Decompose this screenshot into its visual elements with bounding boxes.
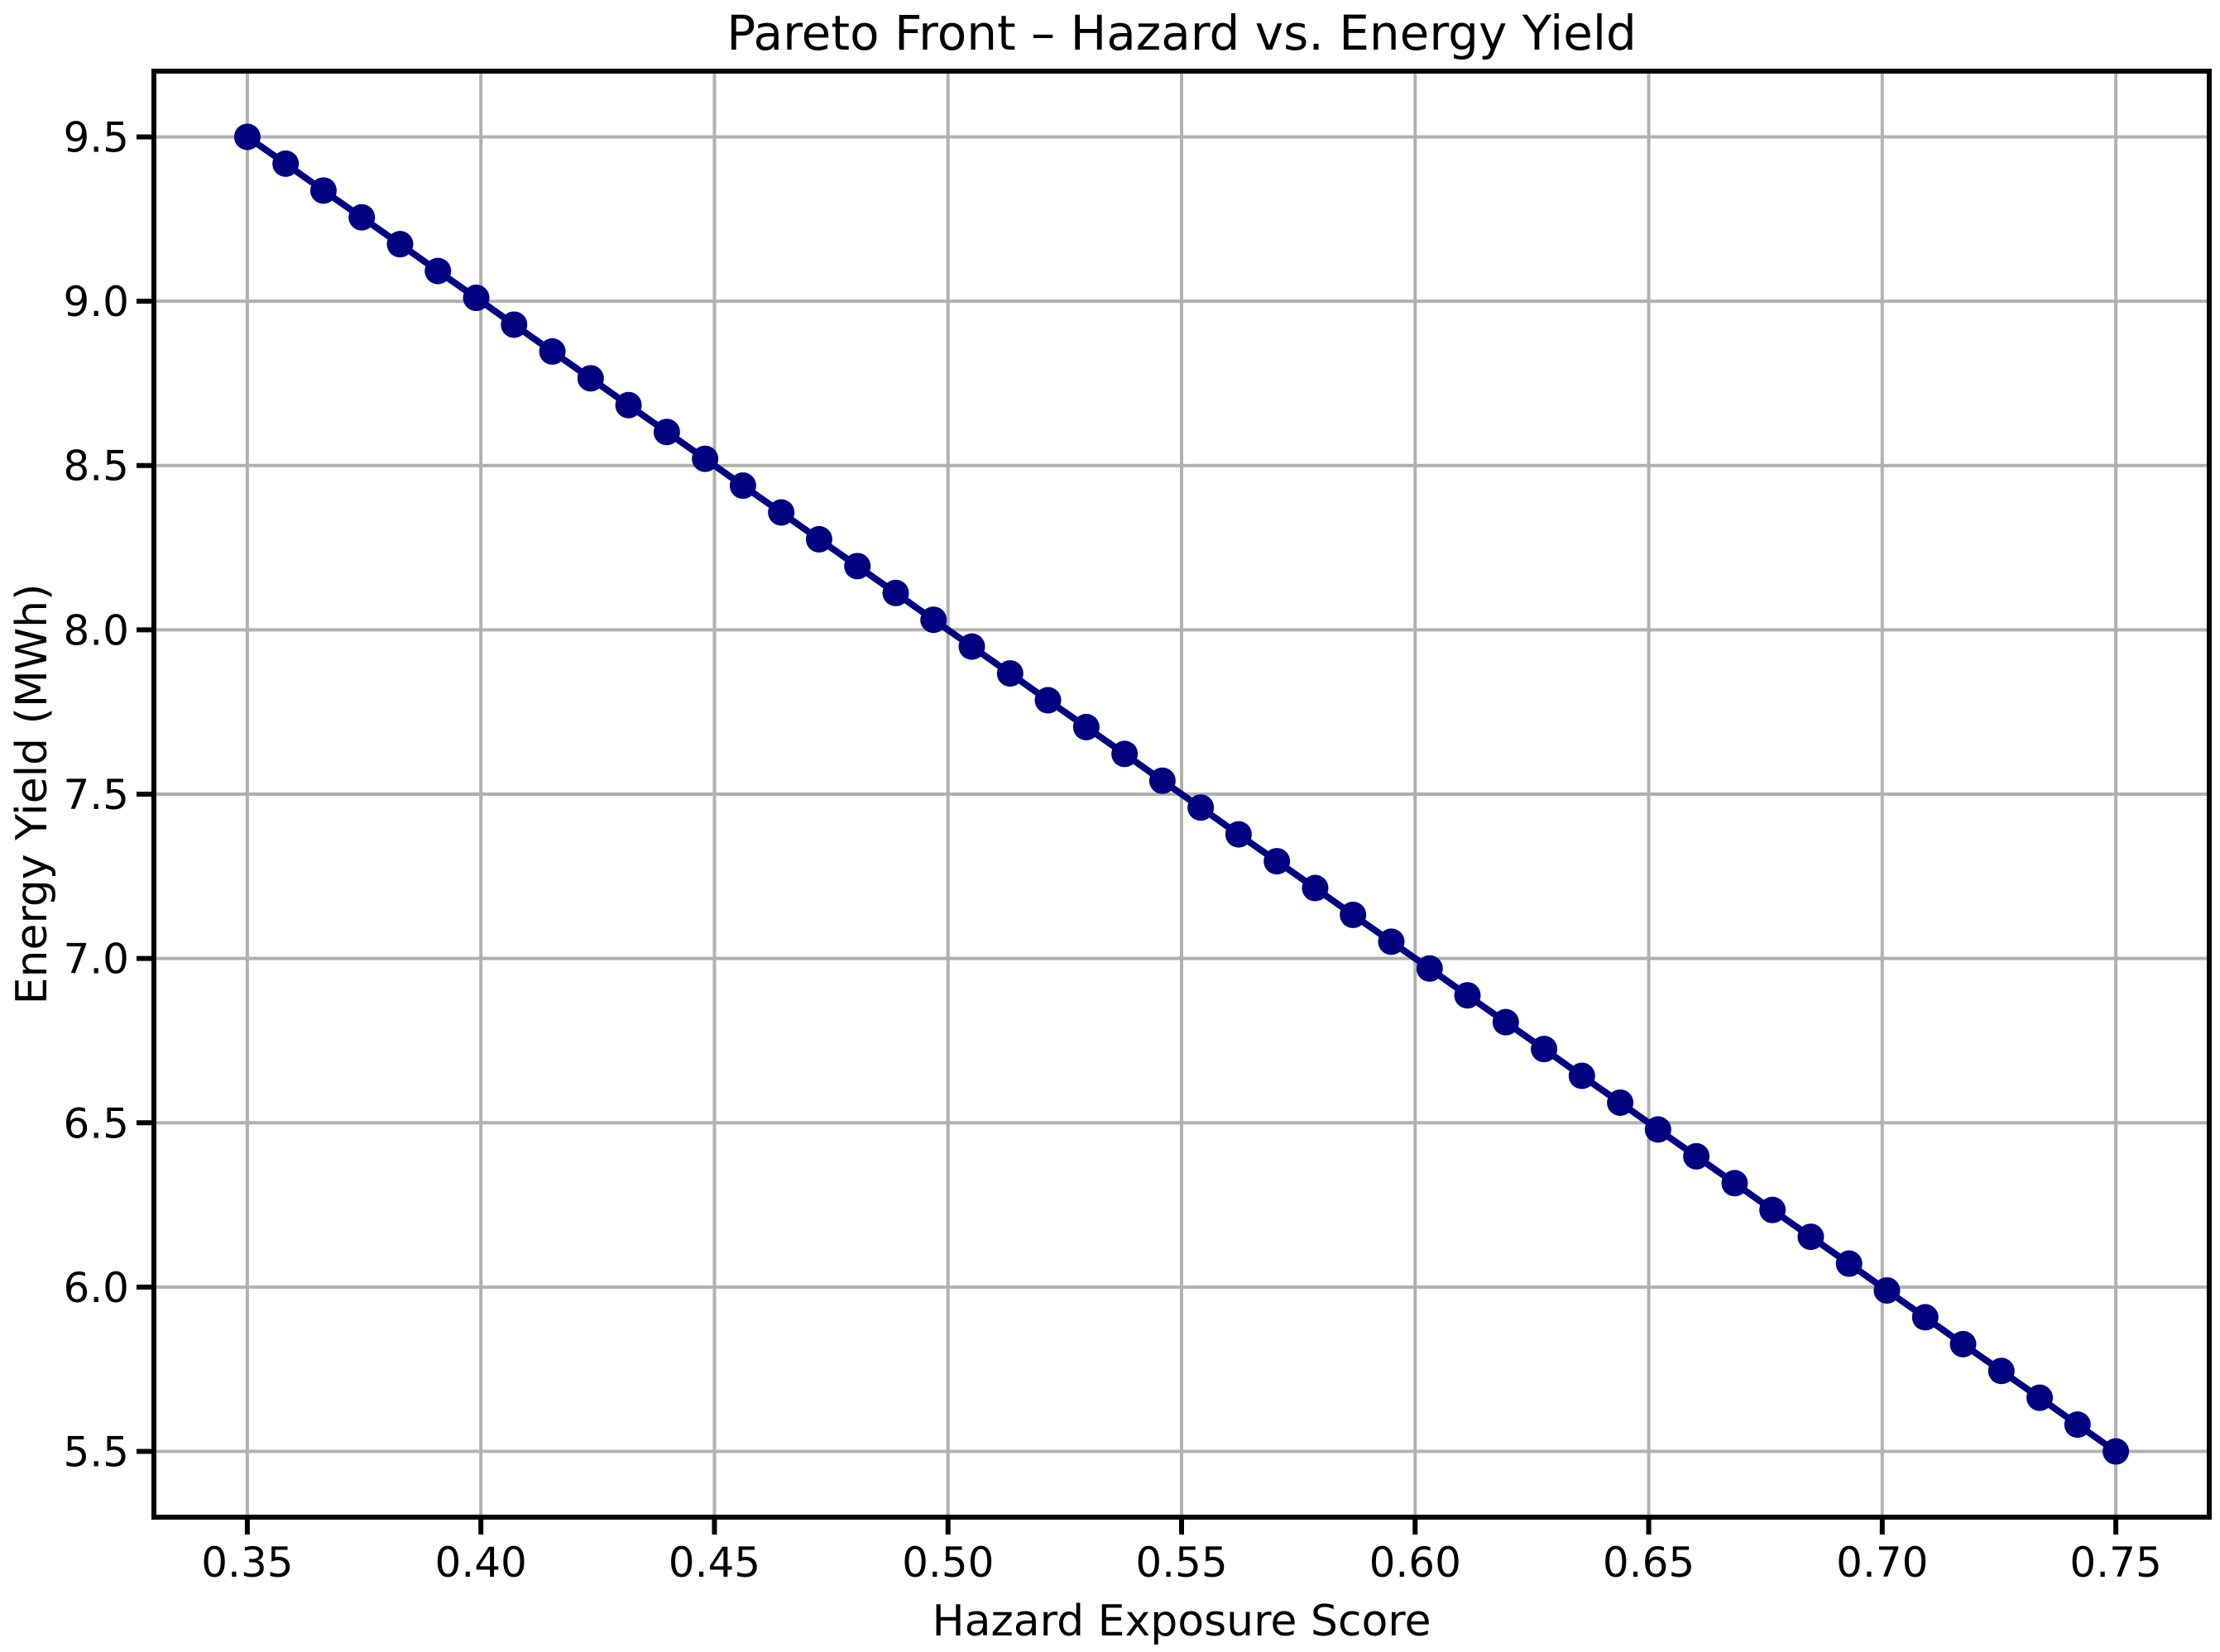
y-tick-label: 8.5: [63, 443, 129, 491]
data-point: [272, 150, 300, 177]
data-point: [653, 419, 680, 446]
y-tick-label: 6.0: [63, 1264, 129, 1312]
data-point: [1378, 928, 1405, 955]
data-point: [1340, 901, 1367, 928]
y-tick-label: 7.0: [63, 936, 129, 984]
data-point: [2026, 1384, 2054, 1411]
data-point: [577, 365, 604, 392]
data-point: [882, 579, 909, 606]
x-tick-label: 0.35: [201, 1539, 293, 1587]
data-point: [1072, 713, 1100, 740]
data-point: [1148, 767, 1176, 794]
data-point: [1911, 1304, 1939, 1331]
data-point: [1683, 1142, 1710, 1170]
y-tick-label: 6.5: [63, 1099, 129, 1147]
plot-border: [151, 69, 2212, 1520]
data-point: [615, 391, 642, 419]
x-tick-label: 0.55: [1135, 1539, 1227, 1587]
y-tick-label: 9.5: [63, 113, 129, 161]
data-point: [2064, 1411, 2091, 1439]
data-point: [309, 177, 337, 204]
data-point: [348, 204, 376, 231]
x-tick-label: 0.70: [1836, 1539, 1928, 1587]
data-point: [1302, 874, 1329, 902]
data-point: [463, 285, 490, 312]
data-point: [1531, 1036, 1558, 1063]
chart-title: Pareto Front – Hazard vs. Energy Yield: [726, 5, 1637, 61]
data-point: [1111, 740, 1139, 768]
data-point: [1873, 1276, 1901, 1304]
data-point: [1759, 1196, 1786, 1223]
data-point: [1987, 1358, 2015, 1385]
y-tick-label: 8.0: [63, 606, 129, 654]
data-point: [1187, 794, 1215, 821]
data-point: [1263, 848, 1291, 875]
x-tick-label: 0.45: [669, 1539, 760, 1587]
data-point: [424, 257, 452, 285]
data-point: [1492, 1008, 1519, 1036]
data-point: [386, 231, 414, 258]
data-point: [501, 311, 528, 338]
x-tick-label: 0.40: [435, 1539, 527, 1587]
data-point: [805, 525, 832, 553]
x-tick-label: 0.50: [902, 1539, 994, 1587]
y-tick-label: 5.5: [63, 1429, 129, 1477]
x-tick-label: 0.75: [2069, 1539, 2161, 1587]
data-point: [233, 123, 261, 151]
data-point: [958, 633, 985, 660]
data-point: [2103, 1438, 2130, 1465]
data-point: [920, 606, 947, 634]
data-point: [996, 660, 1024, 687]
data-point: [1607, 1089, 1634, 1116]
data-point: [729, 472, 756, 500]
data-point: [1416, 955, 1443, 982]
data-point: [1644, 1116, 1671, 1143]
data-point: [1835, 1250, 1863, 1277]
y-axis-label: Energy Yield (MWh): [7, 584, 57, 1005]
y-tick-label: 9.0: [63, 278, 129, 326]
data-point: [1568, 1062, 1595, 1089]
data-point: [768, 499, 795, 526]
x-tick-label: 0.60: [1369, 1539, 1461, 1587]
tick-layer: 0.35 0.40 0.45 0.50 0.55 0.60 0.65 0.70 0.75 5.5 6…: [63, 113, 2161, 1587]
data-point: [1454, 982, 1481, 1009]
y-tick-label: 7.5: [63, 771, 129, 819]
x-axis-label: Hazard Exposure Score: [932, 1597, 1431, 1646]
data-point: [539, 338, 566, 365]
data-point: [1721, 1170, 1748, 1197]
data-point: [692, 445, 719, 472]
line-series: [233, 123, 2130, 1465]
data-point: [1797, 1223, 1824, 1251]
data-point: [844, 553, 871, 580]
x-tick-label: 0.65: [1603, 1539, 1695, 1587]
data-point: [1949, 1330, 1977, 1358]
data-point: [1034, 687, 1062, 714]
data-point: [1225, 821, 1252, 848]
